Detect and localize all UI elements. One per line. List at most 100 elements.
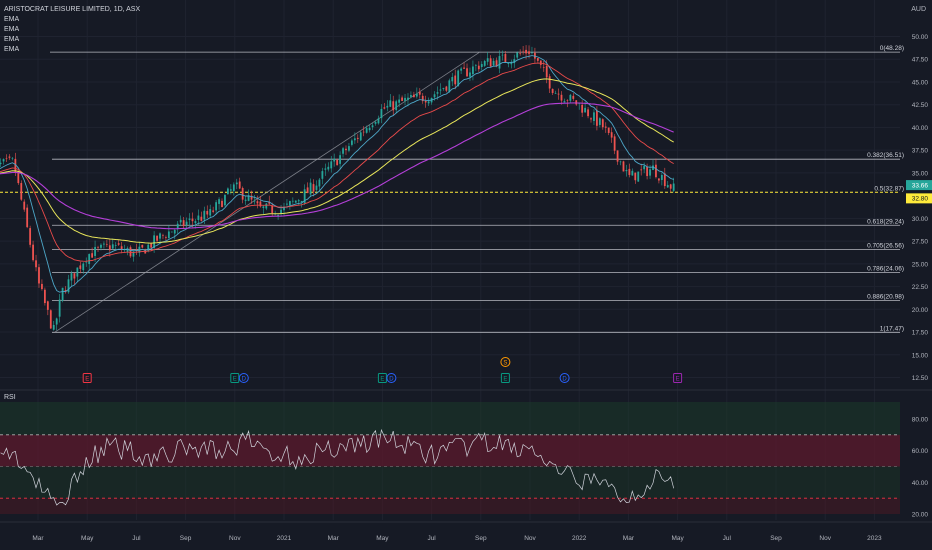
- candle-body: [162, 235, 164, 236]
- candle-body: [643, 165, 646, 170]
- candle-body: [486, 58, 489, 62]
- rsi-tick-label: 20.00: [912, 512, 929, 519]
- candle-body: [362, 131, 365, 133]
- candle-body: [469, 72, 471, 77]
- price-tick-label: 30.00: [912, 216, 929, 223]
- time-tick-label: Nov: [229, 535, 241, 542]
- candle-body: [150, 243, 153, 248]
- candle-body: [551, 88, 554, 94]
- candle-body: [114, 245, 117, 246]
- trend-line: [54, 51, 481, 333]
- rsi-axis: 80.00 60.00 40.00 20.00: [912, 417, 929, 519]
- candle-body: [227, 188, 229, 195]
- candle-body: [519, 53, 522, 54]
- candle-body: [593, 112, 595, 121]
- candle-body: [268, 201, 271, 204]
- candle-body: [41, 283, 43, 290]
- price-tick-label: 22.50: [912, 284, 929, 291]
- last-price-badge: [906, 180, 932, 191]
- candle-body: [395, 101, 398, 111]
- candle-body: [46, 301, 49, 310]
- candle-body: [480, 64, 483, 67]
- candle-body: [297, 200, 300, 202]
- price-tick-label: 25.00: [912, 261, 929, 268]
- candle-body: [658, 178, 660, 181]
- candle-body: [410, 95, 412, 97]
- candle-body: [563, 101, 566, 103]
- event-marker-e: E: [673, 373, 683, 383]
- last-price-badge-text: 33.66: [912, 182, 929, 189]
- ema-lines: [0, 55, 674, 293]
- candle-body: [587, 109, 589, 117]
- candle-body: [610, 132, 613, 138]
- candle-body: [504, 54, 507, 63]
- candle-body: [625, 170, 628, 172]
- ema-label[interactable]: EMA: [4, 16, 20, 23]
- rsi-bands: [0, 402, 900, 514]
- split-icon: [500, 357, 511, 367]
- event-marker-letter: D: [562, 376, 567, 382]
- candle-body: [262, 206, 265, 208]
- candle-body: [336, 159, 339, 166]
- dividend-icon: [386, 373, 397, 383]
- fib-label: 0.382(36.51): [867, 152, 904, 159]
- candle-body: [132, 251, 135, 257]
- candle-body: [97, 247, 99, 248]
- candle-body: [557, 93, 560, 95]
- rsi-overbought-zone: [0, 402, 900, 435]
- candle-body: [20, 183, 23, 200]
- candle-body: [67, 279, 70, 293]
- candle-body: [188, 218, 191, 220]
- candle-body: [250, 195, 253, 200]
- candle-body: [389, 100, 392, 107]
- rsi-pane-label[interactable]: RSI: [4, 394, 16, 401]
- candle-body: [256, 201, 259, 204]
- event-marker-d: D: [238, 373, 249, 383]
- symbol-title[interactable]: ARISTOCRAT LEISURE LIMITED, 1D, ASX: [4, 6, 141, 13]
- candle-body: [173, 230, 176, 234]
- price-tick-label: 40.00: [912, 125, 929, 132]
- candle-body: [492, 60, 495, 66]
- candle-body: [235, 182, 238, 185]
- candle-body: [179, 219, 182, 223]
- candle-body: [8, 156, 11, 158]
- candle-body: [135, 249, 138, 251]
- ema-label[interactable]: EMA: [4, 26, 20, 33]
- candle-body: [392, 101, 395, 111]
- candle-body: [380, 108, 383, 119]
- candle-body: [415, 93, 418, 97]
- candle-body: [451, 77, 454, 82]
- candle-body: [501, 54, 504, 56]
- ema-label[interactable]: EMA: [4, 36, 20, 43]
- candle-body: [330, 161, 333, 169]
- candle-body: [43, 289, 46, 304]
- candle-body: [153, 235, 156, 248]
- candle-body: [590, 118, 592, 120]
- candle-body: [324, 168, 327, 170]
- candle-body: [374, 121, 377, 124]
- candle-body: [5, 158, 8, 159]
- time-axis: Mar May Jul Sep Nov 2021 Mar May Jul Sep Nov 2022 Ma…: [32, 535, 882, 542]
- candle-body: [212, 210, 215, 212]
- ema-label[interactable]: EMA: [4, 46, 20, 53]
- price-tick-label: 35.00: [912, 170, 929, 177]
- candle-body: [460, 68, 463, 71]
- currency-label[interactable]: AUD: [911, 6, 926, 13]
- candle-body: [286, 203, 288, 205]
- candle-body: [457, 70, 460, 87]
- rsi-lower-band: [0, 466, 900, 499]
- candle-body: [141, 244, 144, 248]
- candle-body: [345, 148, 347, 151]
- candle-body: [167, 231, 170, 239]
- candle-body: [569, 94, 572, 101]
- candle-body: [386, 105, 389, 108]
- time-tick-label: May: [81, 535, 94, 542]
- candle-body: [528, 51, 530, 54]
- event-marker-letter: E: [380, 376, 384, 382]
- candle-body: [613, 136, 616, 151]
- candle-body: [70, 273, 73, 281]
- candle-body: [584, 107, 587, 113]
- time-tick-label: Sep: [180, 535, 192, 542]
